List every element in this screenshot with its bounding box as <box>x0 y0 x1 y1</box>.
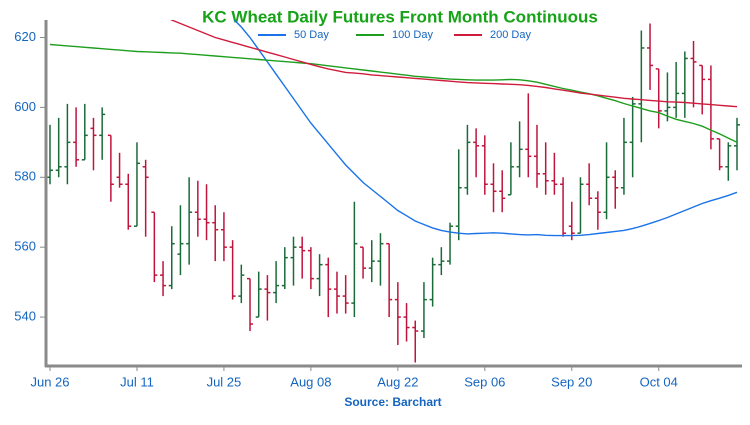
source: Source: Barchart <box>344 395 441 409</box>
chart-title: KC Wheat Daily Futures Front Month Conti… <box>202 7 598 26</box>
legend-label: 100 Day <box>392 29 433 41</box>
y-tick-label: 540 <box>14 309 36 324</box>
moving-average-line <box>233 20 738 237</box>
x-tick-label: Jun 26 <box>30 374 69 389</box>
y-tick-label: 620 <box>14 29 36 44</box>
legend-label: 50 Day <box>294 29 329 41</box>
legend-label: 200 Day <box>490 29 531 41</box>
x-tick-label: Sep 06 <box>464 374 505 389</box>
x-tick-label: Sep 20 <box>551 374 592 389</box>
moving-average-line <box>169 20 738 108</box>
y-tick-label: 580 <box>14 169 36 184</box>
x-tick-label: Aug 08 <box>290 374 331 389</box>
moving-average-line <box>49 43 738 143</box>
y-tick-label: 560 <box>14 239 36 254</box>
x-tick-label: Aug 22 <box>377 374 418 389</box>
y-tick-label: 600 <box>14 99 36 114</box>
x-tick-label: Oct 04 <box>640 374 678 389</box>
x-tick-label: Jul 25 <box>207 374 242 389</box>
x-tick-label: Jul 11 <box>120 374 154 389</box>
plot-area <box>47 20 740 363</box>
